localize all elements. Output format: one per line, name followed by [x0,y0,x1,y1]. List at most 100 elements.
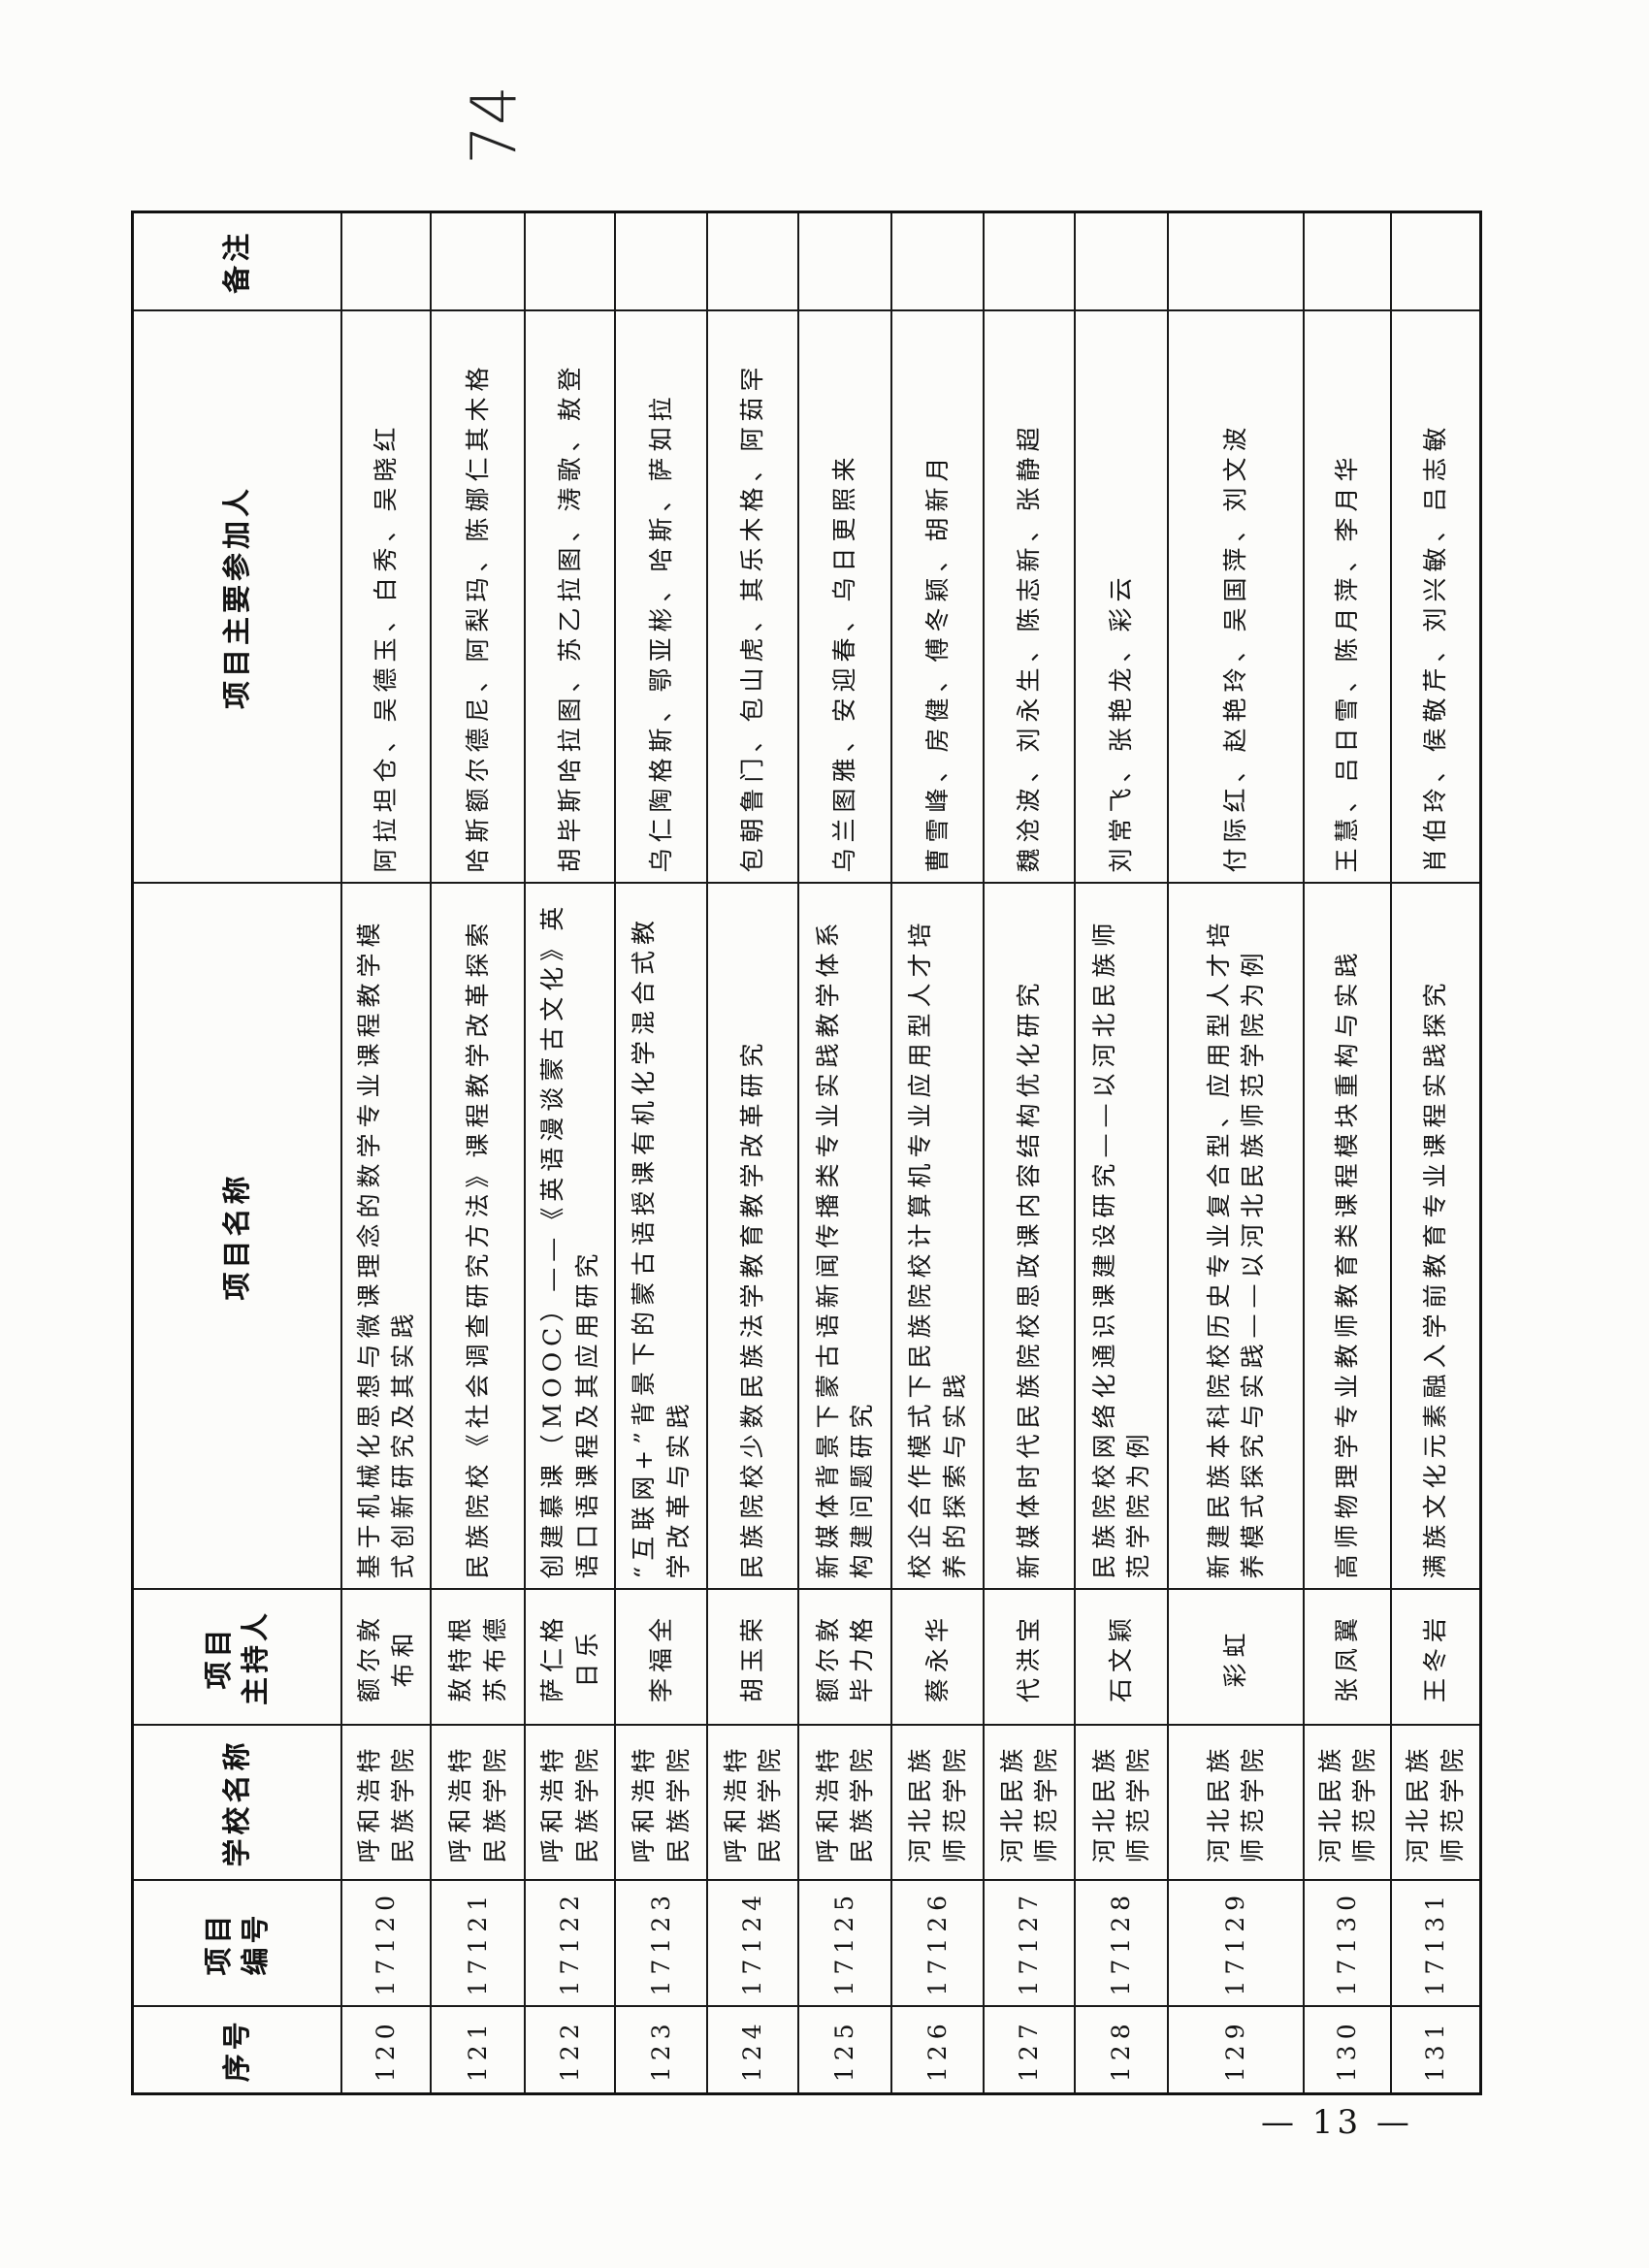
header-code: 项目 编号 [132,1880,341,2007]
cell-code: 17128 [1075,1880,1168,2007]
cell-remark [341,211,431,311]
cell-remark [431,211,525,311]
cell-host: 李福全 [615,1589,707,1726]
table-row: 125 17125 呼和浩特民族学院 额尔敦毕力格 新媒体背景下蒙古语新闻传播类专业实践… [798,211,891,2094]
cell-remark [1391,211,1480,311]
cell-school: 呼和浩特民族学院 [615,1725,707,1881]
cell-name: 校企合作模式下民族院校计算机专业应用型人才培养的探索与实践 [891,883,984,1590]
header-members: 项目主要参加人 [132,310,341,884]
cell-name: 基于机械化思想与微课理念的数学专业课程教学模式创新研究及其实践 [341,883,431,1590]
cell-school: 河北民族师范学院 [891,1725,984,1881]
cell-seq: 123 [615,2006,707,2094]
cell-code: 17131 [1391,1880,1480,2007]
cell-host: 代洪宝 [984,1589,1075,1726]
table-row: 121 17121 呼和浩特民族学院 敖特根苏布德 民族院校《社会调查研究方法》课程教学… [431,211,525,2094]
cell-remark [1304,211,1391,311]
table-row: 123 17123 呼和浩特民族学院 李福全 “互联网+”背景下的蒙古语授课有机化学混合… [615,211,707,2094]
table-row: 131 17131 河北民族师范学院 王冬岩 满族文化元素融入学前教育专业课程实践探究肖… [1391,211,1480,2094]
cell-name: 创建慕课（MOOC）——《英语漫谈蒙古文化》英语口语课程及其应用研究 [525,883,615,1590]
cell-name: 民族院校网络化通识课建设研究——以河北民族师范学院为例 [1075,883,1168,1590]
cell-code: 17120 [341,1880,431,2007]
cell-name: 民族院校少数民族法学教育教学改革研究 [707,883,798,1590]
cell-code: 17126 [891,1880,984,2007]
cell-school: 河北民族师范学院 [1391,1725,1480,1881]
cell-remark [891,211,984,311]
cell-name: 民族院校《社会调查研究方法》课程教学改革探索 [431,883,525,1590]
cell-members: 胡毕斯哈拉图、苏乙拉图、涛歌、敖登 [525,310,615,884]
cell-host: 彩虹 [1168,1589,1304,1726]
cell-seq: 130 [1304,2006,1391,2094]
table-row: 127 17127 河北民族师范学院 代洪宝 新媒体时代民族院校思政课内容结构优化研究魏… [984,211,1075,2094]
table-row: 120 17120 呼和浩特民族学院 额尔敦布和 基于机械化思想与微课理念的数学专业课程… [341,211,431,2094]
cell-seq: 128 [1075,2006,1168,2094]
cell-remark [984,211,1075,311]
cell-school: 河北民族师范学院 [1075,1725,1168,1881]
table-row: 129 17129 河北民族师范学院 彩虹 新建民族本科院校历史专业复合型、应用型人才培… [1168,211,1304,2094]
cell-school: 呼和浩特民族学院 [707,1725,798,1881]
cell-school: 河北民族师范学院 [1168,1725,1304,1881]
cell-school: 河北民族师范学院 [1304,1725,1391,1881]
cell-remark [707,211,798,311]
cell-code: 17127 [984,1880,1075,2007]
cell-seq: 120 [341,2006,431,2094]
cell-members: 哈斯额尔德尼、阿梨玛、陈娜仁其木格 [431,310,525,884]
cell-seq: 126 [891,2006,984,2094]
cell-host: 萨仁格日乐 [525,1589,615,1726]
header-host: 项目 主持人 [132,1589,341,1726]
header-remark: 备注 [132,211,341,311]
cell-members: 魏沧波、刘永生、陈志新、张静超 [984,310,1075,884]
cell-name: 新建民族本科院校历史专业复合型、应用型人才培养模式探究与实践——以河北民族师范学… [1168,883,1304,1590]
cell-code: 17121 [431,1880,525,2007]
cell-remark [1168,211,1304,311]
cell-remark [615,211,707,311]
cell-host: 石文颖 [1075,1589,1168,1726]
cell-name: 高师物理学专业教师教育类课程模块重构与实践 [1304,883,1391,1590]
cell-host: 王冬岩 [1391,1589,1480,1726]
cell-remark [525,211,615,311]
project-table: 序号 项目 编号 学校名称 项目 主持人 项目名称 项目主要参加人 备注 120… [131,211,1482,2095]
rotated-table-wrapper: 序号 项目 编号 学校名称 项目 主持人 项目名称 项目主要参加人 备注 120… [131,211,1482,2095]
header-school: 学校名称 [132,1725,341,1881]
cell-members: 阿拉坦仓、吴德玉、白秀、吴晓红 [341,310,431,884]
cell-host: 敖特根苏布德 [431,1589,525,1726]
cell-school: 呼和浩特民族学院 [431,1725,525,1881]
cell-seq: 131 [1391,2006,1480,2094]
header-row: 序号 项目 编号 学校名称 项目 主持人 项目名称 项目主要参加人 备注 [132,211,341,2094]
cell-members: 王慧、吕日雪、陈月萍、李月华 [1304,310,1391,884]
table-row: 130 17130 河北民族师范学院 张凤翼 高师物理学专业教师教育类课程模块重构与实践… [1304,211,1391,2094]
cell-code: 17130 [1304,1880,1391,2007]
cell-code: 17125 [798,1880,891,2007]
cell-code: 17124 [707,1880,798,2007]
cell-host: 蔡永华 [891,1589,984,1726]
handwritten-page-note: 74 [459,85,532,165]
cell-name: 新媒体时代民族院校思政课内容结构优化研究 [984,883,1075,1590]
cell-school: 河北民族师范学院 [984,1725,1075,1881]
cell-code: 17129 [1168,1880,1304,2007]
cell-host: 胡玉荣 [707,1589,798,1726]
cell-remark [798,211,891,311]
cell-seq: 124 [707,2006,798,2094]
cell-school: 呼和浩特民族学院 [798,1725,891,1881]
cell-members: 乌兰图雅、安迎春、乌日更照来 [798,310,891,884]
cell-seq: 127 [984,2006,1075,2094]
cell-members: 乌仁陶格斯、鄂亚彬、哈斯、萨如拉 [615,310,707,884]
cell-school: 呼和浩特民族学院 [341,1725,431,1881]
cell-members: 付际红、赵艳玲、吴国萍、刘文波 [1168,310,1304,884]
cell-seq: 122 [525,2006,615,2094]
cell-host: 额尔敦毕力格 [798,1589,891,1726]
cell-host: 额尔敦布和 [341,1589,431,1726]
cell-members: 曹雪峰、房健、傅冬颖、胡新月 [891,310,984,884]
table-row: 126 17126 河北民族师范学院 蔡永华 校企合作模式下民族院校计算机专业应用型人才… [891,211,984,2094]
cell-members: 包朝鲁门、包山虎、其乐木格、阿茹罕 [707,310,798,884]
cell-name: 新媒体背景下蒙古语新闻传播类专业实践教学体系构建问题研究 [798,883,891,1590]
cell-remark [1075,211,1168,311]
cell-code: 17122 [525,1880,615,2007]
table-row: 122 17122 呼和浩特民族学院 萨仁格日乐 创建慕课（MOOC）——《英语漫谈蒙古… [525,211,615,2094]
cell-school: 呼和浩特民族学院 [525,1725,615,1881]
header-seq: 序号 [132,2006,341,2094]
cell-name: 满族文化元素融入学前教育专业课程实践探究 [1391,883,1480,1590]
cell-seq: 129 [1168,2006,1304,2094]
cell-code: 17123 [615,1880,707,2007]
table-row: 124 17124 呼和浩特民族学院 胡玉荣 民族院校少数民族法学教育教学改革研究 包朝鲁… [707,211,798,2094]
header-name: 项目名称 [132,883,341,1590]
